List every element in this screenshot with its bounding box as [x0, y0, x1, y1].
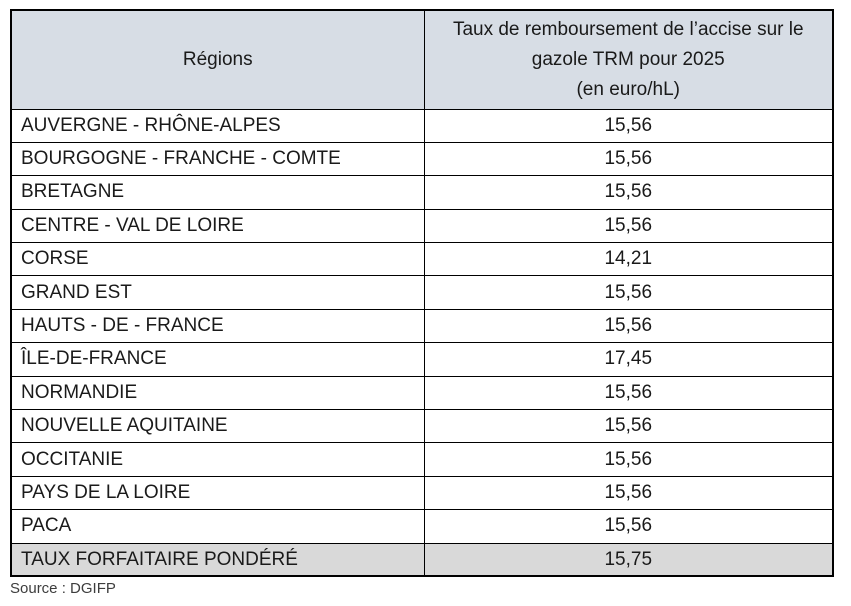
region-cell: AUVERGNE - RHÔNE-ALPES: [10, 108, 425, 143]
rate-cell: 15,56: [423, 208, 834, 244]
region-cell: PACA: [10, 509, 425, 544]
rate-cell: 15,56: [423, 375, 834, 411]
column-header-regions: Régions: [10, 9, 425, 110]
region-cell: BOURGOGNE - FRANCHE - COMTE: [10, 141, 425, 177]
rate-cell: 15,56: [423, 108, 834, 143]
rate-header-line3: (en euro/hL): [576, 78, 680, 100]
table-row: TAUX FORFAITAIRE PONDÉRÉ 15,75: [10, 542, 834, 577]
rate-header-line1: Taux de remboursement de l’accise sur le: [452, 18, 804, 40]
header-row: Régions Taux de remboursement de l’accis…: [10, 9, 834, 110]
region-cell: BRETAGNE: [10, 175, 425, 210]
region-cell: NORMANDIE: [10, 375, 425, 411]
region-cell: ÎLE-DE-FRANCE: [10, 342, 425, 377]
table-row: OCCITANIE 15,56: [10, 442, 834, 477]
region-cell: CENTRE - VAL DE LOIRE: [10, 208, 425, 244]
table-header: Régions Taux de remboursement de l’accis…: [10, 9, 834, 110]
rate-cell: 15,75: [423, 542, 834, 577]
table-row: HAUTS - DE - FRANCE 15,56: [10, 308, 834, 344]
rate-cell: 15,56: [423, 275, 834, 310]
region-cell: OCCITANIE: [10, 442, 425, 477]
region-cell: PAYS DE LA LOIRE: [10, 475, 425, 511]
rate-header-line2: gazole TRM pour 2025: [531, 48, 725, 70]
region-cell: NOUVELLE AQUITAINE: [10, 409, 425, 444]
rate-cell: 17,45: [423, 342, 834, 377]
table-row: CORSE 14,21: [10, 242, 834, 277]
source-note: Source : DGIFP: [10, 580, 116, 597]
table-row: ÎLE-DE-FRANCE 17,45: [10, 342, 834, 377]
rate-cell: 15,56: [423, 475, 834, 511]
rate-cell: 15,56: [423, 442, 834, 477]
region-cell: TAUX FORFAITAIRE PONDÉRÉ: [10, 542, 425, 577]
rate-cell: 15,56: [423, 175, 834, 210]
region-cell: HAUTS - DE - FRANCE: [10, 308, 425, 344]
rate-cell: 14,21: [423, 242, 834, 277]
rate-cell: 15,56: [423, 308, 834, 344]
table-row: BRETAGNE 15,56: [10, 175, 834, 210]
table-row: BOURGOGNE - FRANCHE - COMTE 15,56: [10, 141, 834, 177]
table-row: NOUVELLE AQUITAINE 15,56: [10, 409, 834, 444]
table-row: AUVERGNE - RHÔNE-ALPES 15,56: [10, 108, 834, 143]
region-cell: GRAND EST: [10, 275, 425, 310]
rate-cell: 15,56: [423, 509, 834, 544]
table-row: NORMANDIE 15,56: [10, 375, 834, 411]
region-cell: CORSE: [10, 242, 425, 277]
column-header-rate: Taux de remboursement de l’accise sur le…: [423, 9, 834, 110]
table-row: PAYS DE LA LOIRE 15,56: [10, 475, 834, 511]
table-row: CENTRE - VAL DE LOIRE 15,56: [10, 208, 834, 244]
tax-rate-table: Régions Taux de remboursement de l’accis…: [10, 9, 834, 578]
rate-cell: 15,56: [423, 409, 834, 444]
table-row: GRAND EST 15,56: [10, 275, 834, 310]
table-body: AUVERGNE - RHÔNE-ALPES 15,56 BOURGOGNE - F…: [10, 108, 834, 577]
rate-cell: 15,56: [423, 141, 834, 177]
table-row: PACA 15,56: [10, 509, 834, 544]
